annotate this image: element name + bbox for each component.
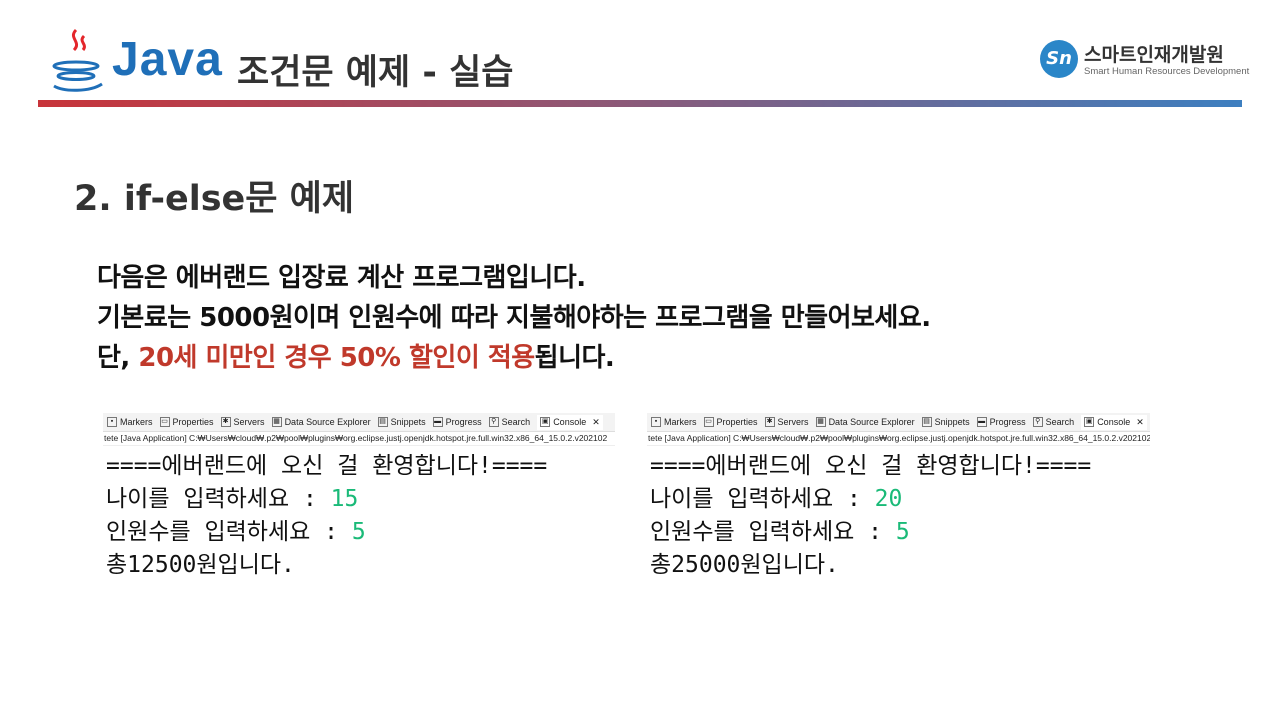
tab-data-source-explorer[interactable]: ▦ Data Source Explorer xyxy=(271,417,371,427)
tab-label: Properties xyxy=(716,417,758,427)
snippets-icon: ▤ xyxy=(921,417,932,427)
tab-console[interactable]: ▣ Console ✕ xyxy=(1081,414,1147,430)
properties-icon: ▭ xyxy=(159,417,170,427)
brand-name: 스마트인재개발원 xyxy=(1084,44,1224,66)
user-input: 15 xyxy=(330,486,359,512)
progress-icon: ▬ xyxy=(432,417,443,427)
tab-label: Properties xyxy=(172,417,214,427)
problem-description: 다음은 에버랜드 입장료 계산 프로그램입니다. 기본료는 5000원이며 인원… xyxy=(97,258,931,378)
console-panel-1: ▪ Markers ▭ Properties ✱ Servers ▦ Data Source … xyxy=(103,413,615,595)
tab-label: Console xyxy=(1097,417,1131,427)
tab-label: Markers xyxy=(664,417,697,427)
tab-markers[interactable]: ▪ Markers xyxy=(651,417,697,427)
view-tab-bar: ▪ Markers ▭ Properties ✱ Servers ▦ Data Source … xyxy=(647,413,1150,432)
brand-subtitle: Smart Human Resources Development xyxy=(1084,66,1250,77)
close-icon[interactable]: ✕ xyxy=(592,416,600,427)
tab-servers[interactable]: ✱ Servers xyxy=(220,417,265,427)
servers-icon: ✱ xyxy=(764,417,775,427)
slide-title: 조건문 예제 - 실습 xyxy=(237,53,514,93)
prompt: 인원수를 입력하세요 : xyxy=(650,519,896,545)
tab-properties[interactable]: ▭ Properties xyxy=(703,417,758,427)
snippets-icon: ▤ xyxy=(377,417,388,427)
console-line: 인원수를 입력하세요 : 5 xyxy=(106,516,615,549)
brand-logo: Sn 스마트인재개발원 Smart Human Resources Develo… xyxy=(1040,40,1249,84)
tab-servers[interactable]: ✱ Servers xyxy=(764,417,809,427)
tab-label: Servers xyxy=(777,417,809,427)
description-line: 기본료는 5000원이며 인원수에 따라 지불해야하는 프로그램을 만들어보세요… xyxy=(97,303,931,333)
tab-data-source-explorer[interactable]: ▦ Data Source Explorer xyxy=(815,417,915,427)
tab-progress[interactable]: ▬ Progress xyxy=(976,417,1026,427)
tab-console[interactable]: ▣ Console ✕ xyxy=(537,414,603,430)
tab-progress[interactable]: ▬ Progress xyxy=(432,417,482,427)
section-heading: 2. if-else문 예제 xyxy=(74,179,355,219)
tab-snippets[interactable]: ▤ Snippets xyxy=(921,417,970,427)
tab-markers[interactable]: ▪ Markers xyxy=(107,417,153,427)
view-tab-bar: ▪ Markers ▭ Properties ✱ Servers ▦ Data Source … xyxy=(103,413,615,432)
close-icon[interactable]: ✕ xyxy=(1136,416,1144,427)
java-cup-icon xyxy=(52,28,103,92)
prompt: 나이를 입력하세요 : xyxy=(650,486,875,512)
search-icon: ⚲ xyxy=(1032,417,1043,427)
tab-search[interactable]: ⚲ Search xyxy=(1032,417,1075,427)
tab-label: Console xyxy=(553,417,587,427)
properties-icon: ▭ xyxy=(703,417,714,427)
text: 단, xyxy=(97,343,139,373)
servers-icon: ✱ xyxy=(220,417,231,427)
console-panel-2: ▪ Markers ▭ Properties ✱ Servers ▦ Data Source … xyxy=(647,413,1150,595)
tab-label: Snippets xyxy=(934,417,970,427)
console-icon: ▣ xyxy=(540,417,551,427)
console-output: ====에버랜드에 오신 걸 환영합니다!==== 나이를 입력하세요 : 15 인… xyxy=(103,446,615,582)
tab-label: Progress xyxy=(989,417,1026,427)
tab-snippets[interactable]: ▤ Snippets xyxy=(377,417,426,427)
user-input: 20 xyxy=(874,486,903,512)
progress-icon: ▬ xyxy=(976,417,987,427)
console-icon: ▣ xyxy=(1084,417,1095,427)
prompt: 나이를 입력하세요 : xyxy=(106,486,331,512)
console-output: ====에버랜드에 오신 걸 환영합니다!==== 나이를 입력하세요 : 20 인… xyxy=(647,446,1150,582)
description-line: 다음은 에버랜드 입장료 계산 프로그램입니다. xyxy=(97,263,586,293)
discount-highlight: 20세 미만인 경우 50% 할인이 적용 xyxy=(138,343,535,373)
user-input: 5 xyxy=(895,519,910,545)
console-line: ====에버랜드에 오신 걸 환영합니다!==== xyxy=(650,453,1092,479)
tab-search[interactable]: ⚲ Search xyxy=(488,417,531,427)
java-logo-text: Java xyxy=(112,33,223,86)
data-source-icon: ▦ xyxy=(815,417,826,427)
console-line: 나이를 입력하세요 : 20 xyxy=(650,483,1150,516)
tab-label: Servers xyxy=(233,417,265,427)
tab-label: Data Source Explorer xyxy=(284,417,371,427)
markers-icon: ▪ xyxy=(107,417,117,427)
prompt: 인원수를 입력하세요 : xyxy=(106,519,352,545)
markers-icon: ▪ xyxy=(651,417,661,427)
search-icon: ⚲ xyxy=(488,417,499,427)
tab-label: Search xyxy=(501,417,531,427)
console-line: 인원수를 입력하세요 : 5 xyxy=(650,516,1150,549)
console-line: 총12500원입니다. xyxy=(106,552,295,578)
brand-mark-icon: Sn xyxy=(1040,40,1078,78)
tab-label: Search xyxy=(1045,417,1075,427)
tab-label: Data Source Explorer xyxy=(828,417,915,427)
launch-path: tete [Java Application] C:₩Users₩cloud₩.… xyxy=(103,432,615,446)
tab-label: Snippets xyxy=(390,417,426,427)
console-line: ====에버랜드에 오신 걸 환영합니다!==== xyxy=(106,453,548,479)
console-line: 총25000원입니다. xyxy=(650,552,839,578)
tab-label: Markers xyxy=(120,417,153,427)
tab-properties[interactable]: ▭ Properties xyxy=(159,417,214,427)
description-line: 단, 20세 미만인 경우 50% 할인이 적용됩니다. xyxy=(97,338,931,378)
launch-path: tete [Java Application] C:₩Users₩cloud₩.… xyxy=(647,432,1150,446)
console-line: 나이를 입력하세요 : 15 xyxy=(106,483,615,516)
text: 됩니다. xyxy=(534,343,615,373)
data-source-icon: ▦ xyxy=(271,417,282,427)
tab-label: Progress xyxy=(445,417,482,427)
header-divider xyxy=(38,100,1242,107)
user-input: 5 xyxy=(351,519,366,545)
